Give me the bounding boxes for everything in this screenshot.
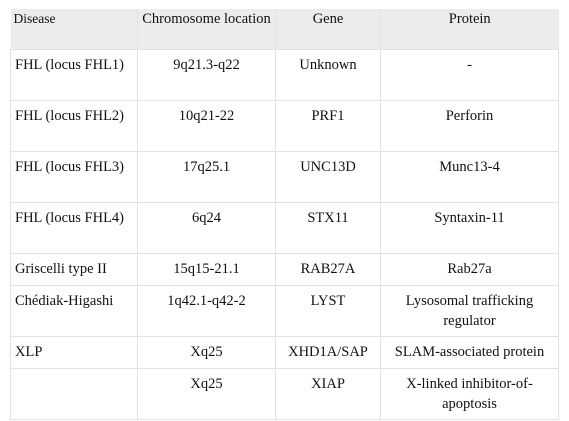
table-row: Chédiak-Higashi 1q42.1-q42-2 LYST Lysoso…	[10, 285, 559, 337]
gene-cell: Unknown	[275, 49, 381, 101]
location-cell: 17q25.1	[137, 151, 276, 203]
disease-cell: FHL (locus FHL4)	[10, 202, 138, 254]
table-header-row: Disease Chromosome location Gene Protein	[10, 9, 559, 50]
location-cell: 1q42.1-q42-2	[137, 285, 276, 337]
gene-cell: XHD1A/SAP	[275, 336, 381, 369]
disease-cell: XLP	[10, 336, 138, 369]
protein-cell: Munc13-4	[380, 151, 559, 203]
header-gene: Gene	[275, 9, 381, 50]
location-cell: Xq25	[137, 336, 276, 369]
disease-cell: FHL (locus FHL2)	[10, 100, 138, 152]
gene-cell: LYST	[275, 285, 381, 337]
table-row: FHL (locus FHL4) 6q24 STX11 Syntaxin-11	[10, 202, 559, 254]
header-disease: Disease	[13, 11, 56, 26]
disease-cell: FHL (locus FHL1)	[10, 49, 138, 101]
header-protein: Protein	[380, 9, 559, 50]
table-row: FHL (locus FHL3) 17q25.1 UNC13D Munc13-4	[10, 151, 559, 203]
gene-cell: UNC13D	[275, 151, 381, 203]
location-cell: 6q24	[137, 202, 276, 254]
header-chromosome-location: Chromosome location	[137, 9, 276, 50]
gene-cell: STX11	[275, 202, 381, 254]
table-row: Griscelli type II 15q15-21.1 RAB27A Rab2…	[10, 253, 559, 286]
table-row: FHL (locus FHL1) 9q21.3-q22 Unknown -	[10, 49, 559, 101]
disease-cell: FHL (locus FHL3)	[10, 151, 138, 203]
gene-cell: XIAP	[275, 368, 381, 420]
location-cell: 9q21.3-q22	[137, 49, 276, 101]
disease-cell	[10, 368, 138, 420]
disease-gene-table: Disease Chromosome location Gene Protein…	[10, 9, 559, 420]
gene-cell: RAB27A	[275, 253, 381, 286]
table-row: Xq25 XIAP X-linked inhibitor-of-apoptosi…	[10, 368, 559, 420]
location-cell: Xq25	[137, 368, 276, 420]
location-cell: 10q21-22	[137, 100, 276, 152]
protein-cell: SLAM-associated protein	[380, 336, 559, 369]
disease-cell: Griscelli type II	[10, 253, 138, 286]
protein-cell: Perforin	[380, 100, 559, 152]
protein-cell: -	[380, 49, 559, 101]
protein-cell: X-linked inhibitor-of-apoptosis	[380, 368, 559, 420]
protein-cell: Syntaxin-11	[380, 202, 559, 254]
table-row: FHL (locus FHL2) 10q21-22 PRF1 Perforin	[10, 100, 559, 152]
protein-cell: Lysosomal trafficking regulator	[380, 285, 559, 337]
protein-cell: Rab27a	[380, 253, 559, 286]
disease-cell: Chédiak-Higashi	[10, 285, 138, 337]
location-cell: 15q15-21.1	[137, 253, 276, 286]
table-row: XLP Xq25 XHD1A/SAP SLAM-associated prote…	[10, 336, 559, 369]
gene-cell: PRF1	[275, 100, 381, 152]
